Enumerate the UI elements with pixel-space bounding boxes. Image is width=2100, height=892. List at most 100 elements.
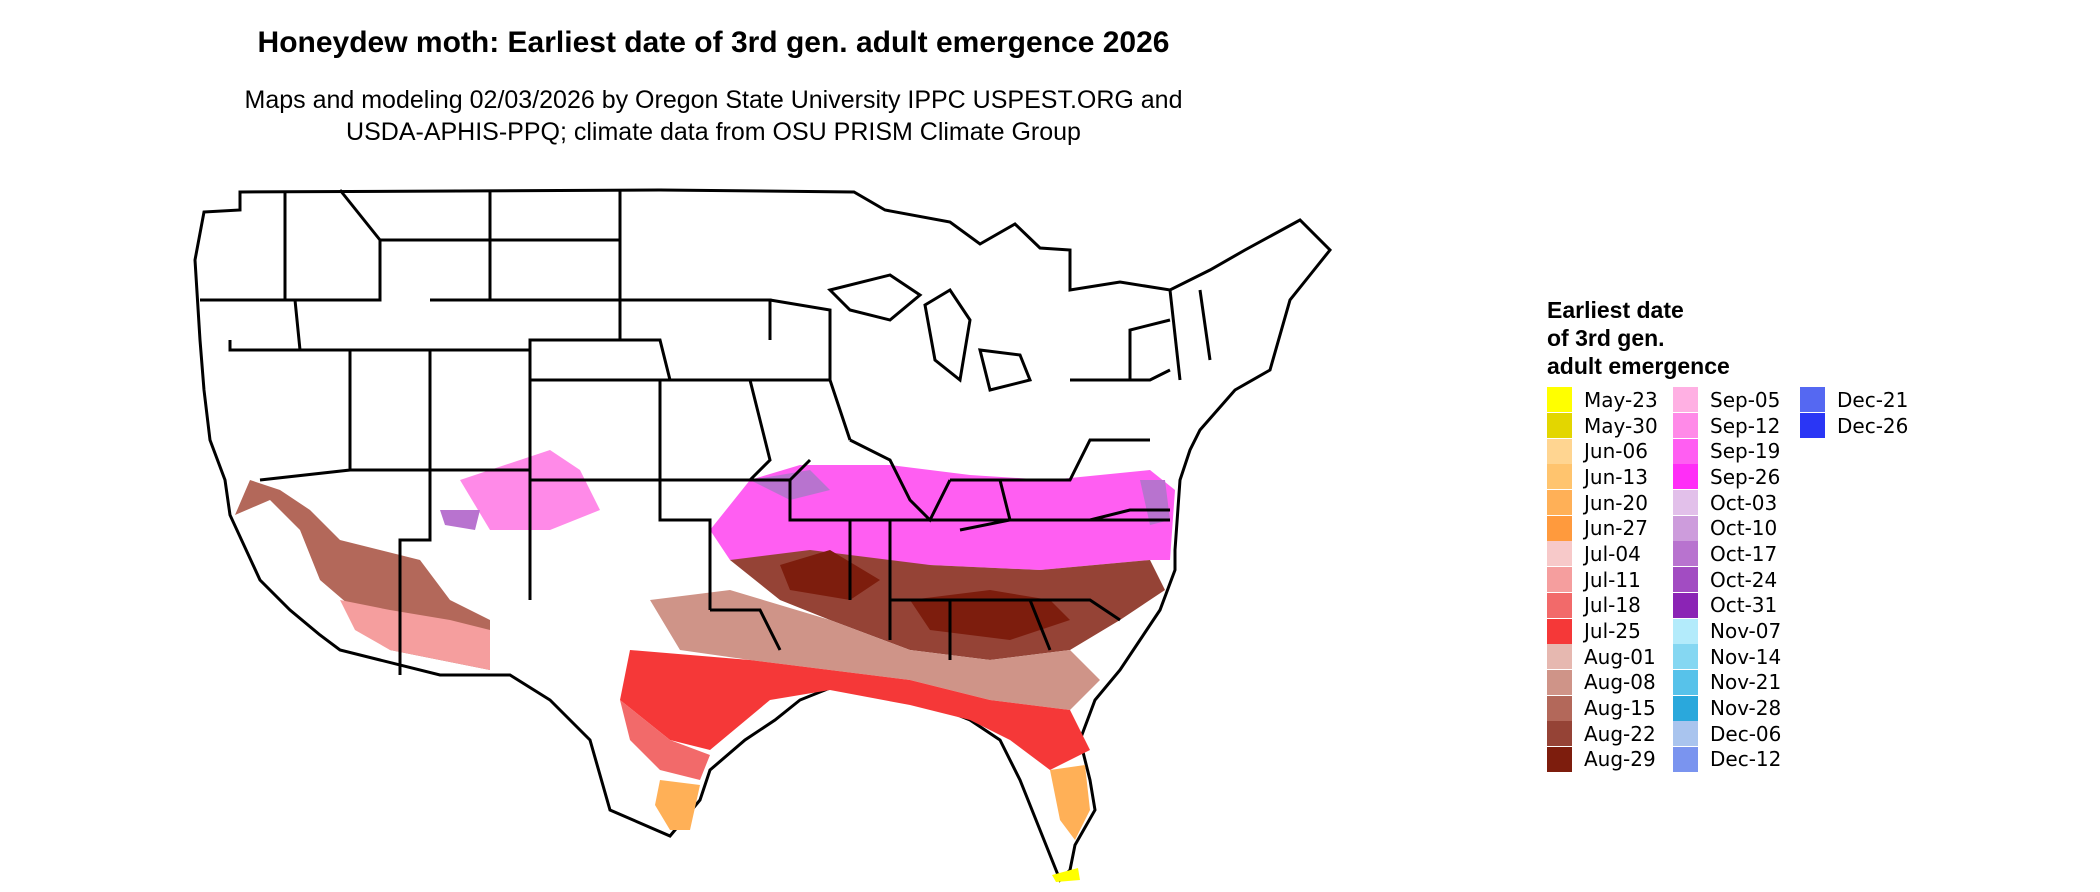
legend-label: Jul-04 (1584, 541, 1641, 566)
legend-swatch (1673, 644, 1698, 670)
legend-swatch (1673, 695, 1698, 721)
legend-swatch (1547, 592, 1572, 618)
legend-item: Aug-01 (1547, 644, 1658, 670)
legend-item: Oct-31 (1673, 592, 1781, 619)
map-subtitle-line-1: Maps and modeling 02/03/2026 by Oregon S… (244, 86, 1183, 114)
legend-item: Dec-12 (1673, 746, 1782, 773)
legend-item: Nov-28 (1673, 695, 1781, 721)
legend-item: Aug-08 (1547, 669, 1658, 696)
legend-item: Aug-29 (1547, 746, 1658, 773)
legend-label: Dec-06 (1710, 721, 1782, 746)
legend-swatch (1547, 669, 1572, 695)
legend-swatch (1673, 721, 1698, 747)
legend-title-line-3: adult emergence (1547, 353, 1730, 379)
legend-item: Sep-05 (1673, 387, 1781, 413)
legend-label: Jul-11 (1584, 567, 1641, 592)
legend-label: May-23 (1584, 387, 1658, 412)
legend-title-line-2: of 3rd gen. (1547, 325, 1665, 351)
legend-item: May-23 (1547, 387, 1658, 413)
legend-label: Jun-13 (1584, 464, 1648, 489)
zone-sep (710, 465, 1175, 570)
legend-label: Aug-22 (1584, 721, 1656, 746)
legend-item: Dec-06 (1673, 721, 1781, 747)
legend-swatch (1673, 618, 1698, 644)
legend-label: Aug-08 (1584, 670, 1656, 695)
legend-item: Oct-10 (1673, 515, 1781, 541)
map-subtitle-line-2: USDA-APHIS-PPQ; climate data from OSU PR… (346, 118, 1081, 146)
legend-label: Sep-12 (1710, 413, 1781, 438)
legend-label: Dec-12 (1710, 747, 1782, 772)
legend-item: Jun-27 (1547, 515, 1658, 541)
legend-item: Jul-18 (1547, 592, 1658, 619)
legend-label: Sep-26 (1710, 464, 1781, 489)
legend-swatch (1547, 618, 1572, 644)
legend-column-1: May-23 May-30 Jun-06 Jun-13 Jun-20 Jun-27 Jul-… (1547, 387, 1658, 772)
legend-item: Sep-26 (1673, 464, 1781, 490)
legend-label: Aug-15 (1584, 696, 1656, 721)
legend-item: May-30 (1547, 413, 1658, 439)
legend-title-line-1: Earliest date (1547, 297, 1684, 323)
zone-jul-light (620, 700, 710, 780)
legend-swatch (1547, 644, 1572, 670)
legend-column-3: Dec-21 Dec-26 (1800, 387, 1908, 439)
legend-item: Jun-13 (1547, 464, 1658, 490)
legend-swatch (1800, 387, 1825, 413)
zone-aug-darkest (780, 550, 1070, 640)
legend-label: Oct-31 (1710, 593, 1778, 618)
legend-swatch (1547, 721, 1572, 747)
legend-title: Earliest date of 3rd gen. adult emergenc… (1547, 296, 1730, 380)
legend-swatch (1547, 464, 1572, 490)
legend-swatch (1673, 413, 1698, 439)
legend-swatch (1547, 567, 1572, 593)
legend-swatch (1547, 413, 1572, 439)
legend-label: Dec-21 (1837, 387, 1909, 412)
legend-label: Nov-21 (1710, 670, 1782, 695)
zone-west-jul (340, 600, 490, 670)
legend-label: Jun-06 (1584, 439, 1648, 464)
legend-swatch (1673, 438, 1698, 464)
legend-swatch (1673, 490, 1698, 516)
legend-item: Nov-07 (1673, 618, 1781, 644)
great-lakes (827, 273, 1033, 392)
legend-item: Nov-14 (1673, 644, 1781, 670)
legend-label: Jul-25 (1584, 619, 1641, 644)
legend-swatch (1673, 541, 1698, 567)
legend-label: Jun-20 (1584, 490, 1648, 515)
legend-swatch (1547, 695, 1572, 721)
zone-oct (440, 470, 1170, 530)
legend-item: Jul-04 (1547, 541, 1658, 567)
legend-item: Oct-24 (1673, 567, 1781, 593)
legend-label: Aug-29 (1584, 747, 1656, 772)
legend-swatch (1547, 490, 1572, 516)
us-map (193, 188, 1333, 883)
legend-swatch (1547, 515, 1572, 541)
legend-swatch (1673, 669, 1698, 695)
legend-label: Nov-28 (1710, 696, 1782, 721)
legend-swatch (1673, 592, 1698, 618)
legend-label: Oct-17 (1710, 541, 1778, 566)
legend-label: Oct-03 (1710, 490, 1778, 515)
legend-swatch (1547, 387, 1572, 413)
legend-item: Jul-25 (1547, 618, 1658, 644)
legend-swatch (1673, 515, 1698, 541)
legend-label: Oct-24 (1710, 567, 1778, 592)
legend-item: Aug-15 (1547, 695, 1658, 721)
legend-item: Jul-11 (1547, 567, 1658, 593)
legend-swatch (1673, 567, 1698, 593)
legend-item: Oct-17 (1673, 541, 1781, 567)
legend-item: Sep-19 (1673, 438, 1781, 464)
legend-swatch (1800, 413, 1825, 439)
legend-label: May-30 (1584, 413, 1658, 438)
zone-jul (620, 650, 1090, 770)
legend-swatch (1547, 746, 1572, 772)
legend-label: Aug-01 (1584, 644, 1656, 669)
legend-label: Sep-05 (1710, 387, 1781, 412)
map-title: Honeydew moth: Earliest date of 3rd gen.… (257, 26, 1170, 59)
legend-swatch (1547, 541, 1572, 567)
legend-label: Nov-14 (1710, 644, 1782, 669)
legend-label: Nov-07 (1710, 619, 1782, 644)
legend-item: Dec-26 (1800, 413, 1908, 439)
legend-swatch (1673, 746, 1698, 772)
legend-swatch (1673, 387, 1698, 413)
legend-item: Dec-21 (1800, 387, 1908, 413)
